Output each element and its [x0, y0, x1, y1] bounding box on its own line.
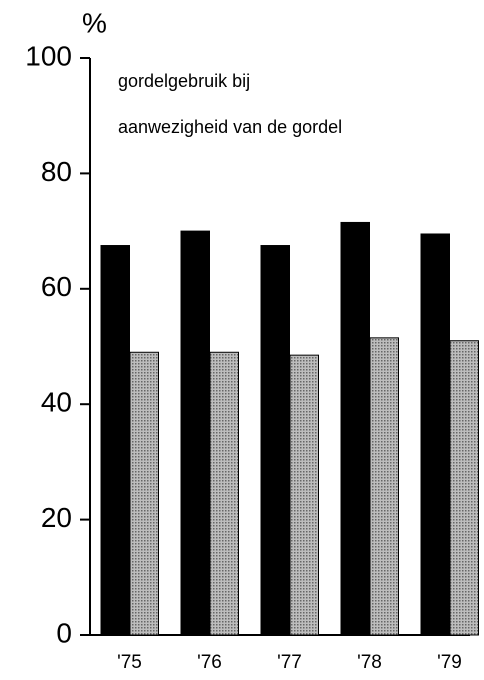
y-tick-label: 40 [41, 387, 72, 418]
bar [449, 340, 479, 636]
bar [209, 351, 239, 636]
chart-title: gordelgebruik bij [118, 71, 250, 91]
x-tick-label: '78 [357, 652, 382, 673]
y-tick-label: 0 [56, 617, 72, 648]
y-tick-label: 20 [41, 502, 72, 533]
bar [129, 351, 159, 636]
bar [340, 221, 370, 636]
bar [100, 245, 130, 636]
bar [260, 245, 290, 636]
bar [369, 337, 399, 636]
x-tick-label: '79 [437, 652, 462, 673]
x-tick-label: '75 [117, 652, 142, 673]
y-axis-label: % [82, 7, 107, 38]
x-tick-label: '77 [277, 652, 302, 673]
chart-title: aanwezigheid van de gordel [118, 117, 342, 137]
y-tick-label: 80 [41, 156, 72, 187]
x-tick-label: '76 [197, 652, 222, 673]
bar [289, 354, 319, 636]
bar [180, 230, 210, 636]
bar [420, 233, 450, 636]
y-tick-label: 100 [25, 40, 72, 71]
y-tick-label: 60 [41, 271, 72, 302]
